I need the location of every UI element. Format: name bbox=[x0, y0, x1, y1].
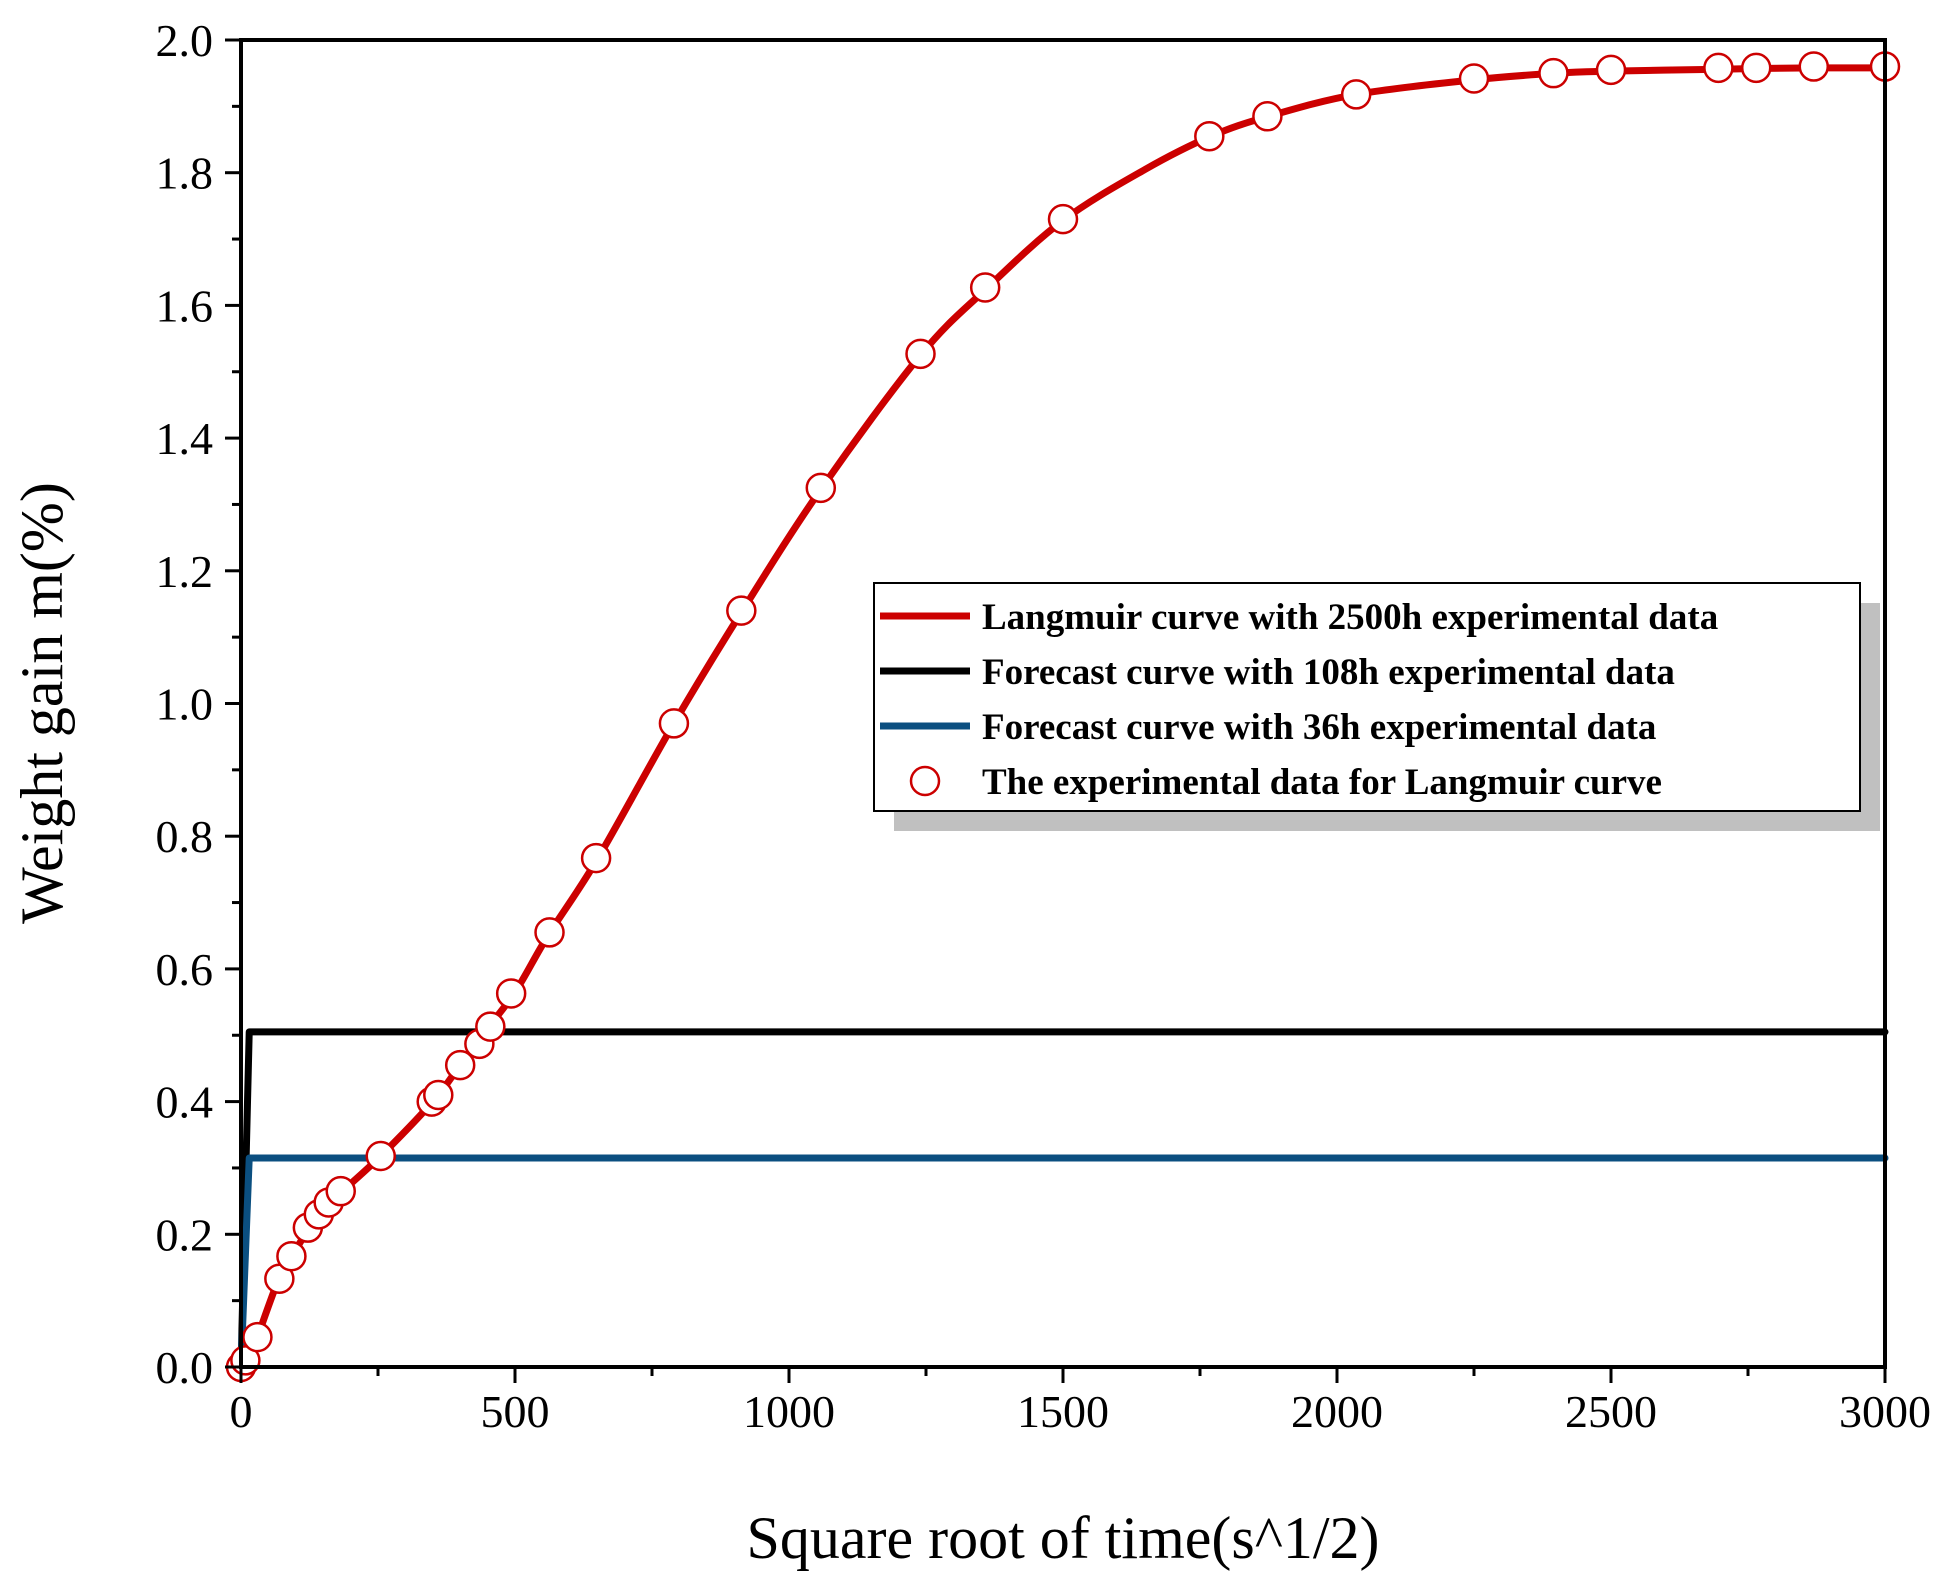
legend-box bbox=[873, 582, 1861, 812]
data-point bbox=[475, 1011, 506, 1042]
data-point bbox=[1595, 54, 1627, 86]
data-point bbox=[444, 1049, 476, 1081]
data-point bbox=[534, 917, 565, 948]
y-tick-label: 1.2 bbox=[156, 546, 214, 597]
data-point bbox=[1458, 63, 1490, 94]
y-tick-label: 0.2 bbox=[156, 1209, 214, 1260]
data-point bbox=[905, 338, 936, 370]
data-point bbox=[495, 978, 527, 1009]
tick-layer bbox=[225, 38, 1887, 1383]
data-point bbox=[1252, 101, 1283, 132]
legend-label-experimental: The experimental data for Langmuir curve bbox=[982, 762, 1662, 803]
y-tick-label: 1.4 bbox=[156, 413, 214, 464]
data-point bbox=[658, 708, 690, 739]
data-point bbox=[1703, 52, 1734, 84]
y-axis-title: Weight gain m(%) bbox=[9, 482, 75, 924]
x-tick-labels: 0 500 1000 1500 2000 2500 3000 bbox=[230, 1386, 1932, 1437]
data-point bbox=[805, 472, 837, 504]
x-tick-label: 3000 bbox=[1839, 1386, 1931, 1437]
y-tick-label: 1.8 bbox=[156, 148, 214, 199]
data-point bbox=[726, 595, 757, 626]
data-point bbox=[969, 272, 1001, 303]
data-point bbox=[325, 1175, 356, 1207]
legend-label-forecast-108h: Forecast curve with 108h experimental da… bbox=[982, 652, 1675, 693]
data-point bbox=[1340, 79, 1372, 110]
y-tick-labels: 0.0 0.2 0.4 0.6 0.8 1.0 1.2 1.4 1.6 1.8 2.0 bbox=[156, 15, 214, 1393]
x-tick-label: 2500 bbox=[1565, 1386, 1657, 1437]
series-line-forecast-curve-with-108h-experimental-data bbox=[237, 1028, 1889, 1371]
y-tick-label: 0.8 bbox=[156, 811, 214, 862]
data-point bbox=[365, 1140, 396, 1172]
series-line-forecast-curve-with-36h-experimental-data bbox=[237, 1154, 1889, 1371]
x-tick-label: 2000 bbox=[1291, 1386, 1383, 1437]
x-tick-label: 1500 bbox=[1017, 1386, 1109, 1437]
data-point bbox=[1194, 120, 1225, 152]
y-tick-label: 0.4 bbox=[156, 1077, 214, 1128]
legend-label-forecast-36h: Forecast curve with 36h experimental dat… bbox=[982, 707, 1656, 748]
y-tick-label: 0.0 bbox=[156, 1342, 214, 1393]
y-tick-label: 2.0 bbox=[156, 15, 214, 66]
data-point bbox=[1740, 52, 1772, 84]
y-tick-label: 0.6 bbox=[156, 944, 214, 995]
data-point bbox=[580, 842, 612, 874]
data-point bbox=[423, 1079, 454, 1111]
data-point bbox=[276, 1240, 307, 1272]
x-tick-label: 1000 bbox=[743, 1386, 835, 1437]
x-tick-label: 500 bbox=[481, 1386, 550, 1437]
marker-layer bbox=[225, 51, 1901, 1383]
x-axis-title: Square root of time(s^1/2) bbox=[746, 1505, 1379, 1571]
y-tick-label: 1.6 bbox=[156, 280, 214, 331]
data-point bbox=[242, 1321, 273, 1353]
legend: Langmuir curve with 2500h experimental d… bbox=[873, 582, 1880, 831]
legend-swatch-experimental bbox=[909, 765, 941, 797]
data-point bbox=[1798, 51, 1830, 82]
x-tick-label: 0 bbox=[230, 1386, 253, 1437]
data-point bbox=[1047, 203, 1079, 235]
data-point bbox=[1538, 57, 1569, 89]
legend-label-langmuir: Langmuir curve with 2500h experimental d… bbox=[982, 597, 1718, 638]
y-tick-label: 1.0 bbox=[156, 679, 214, 730]
